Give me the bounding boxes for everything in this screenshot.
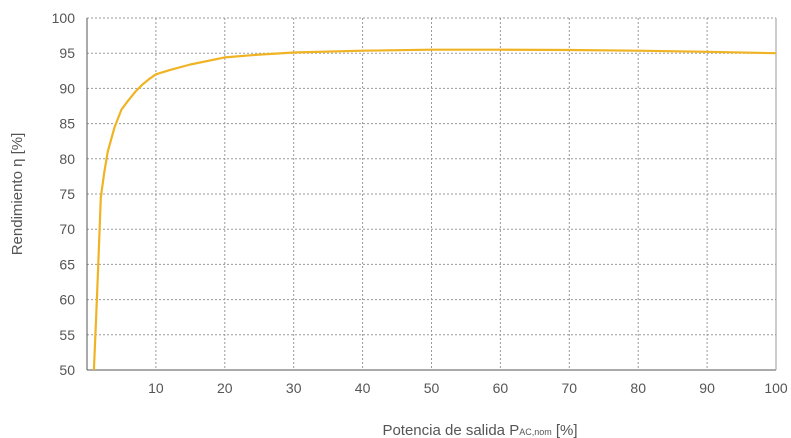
series [92, 48, 777, 371]
x-tick-label: 70 [562, 380, 578, 396]
y-tick-label: 60 [59, 292, 75, 308]
x-tick-label: 10 [148, 380, 164, 396]
x-axis-title: Potencia de salida PAC,nom [%] [382, 422, 577, 438]
grid-lines [87, 17, 776, 370]
x-tick-label: 20 [217, 380, 233, 396]
x-tick-labels: 10 20 30 40 50 60 70 80 90 100 [148, 380, 788, 396]
x-tick-label: 40 [355, 380, 371, 396]
y-tick-label: 95 [59, 45, 75, 61]
y-tick-label: 75 [59, 186, 75, 202]
x-axis-title-sub: AC,nom [519, 427, 552, 437]
efficiency-line [92, 48, 777, 371]
x-tick-label: 80 [630, 380, 646, 396]
y-tick-label: 90 [59, 80, 75, 96]
y-tick-label: 65 [59, 256, 75, 272]
y-tick-label: 70 [59, 221, 75, 237]
y-tick-label: 100 [52, 10, 76, 26]
y-axis-title: Rendimiento η [%] [9, 133, 26, 256]
x-tick-label: 100 [764, 380, 788, 396]
x-axis-title-main: Potencia de salida P [382, 422, 519, 438]
y-tick-label: 85 [59, 116, 75, 132]
y-tick-labels: 50 55 60 65 70 75 80 85 90 95 100 [52, 10, 76, 378]
x-tick-label: 30 [286, 380, 302, 396]
x-tick-label: 90 [699, 380, 715, 396]
x-axis-title-tail: [%] [552, 422, 578, 438]
y-tick-label: 80 [59, 151, 75, 167]
y-tick-label: 50 [59, 362, 75, 378]
axes [86, 18, 777, 371]
y-tick-label: 55 [59, 327, 75, 343]
x-tick-label: 50 [424, 380, 440, 396]
x-tick-label: 60 [493, 380, 509, 396]
